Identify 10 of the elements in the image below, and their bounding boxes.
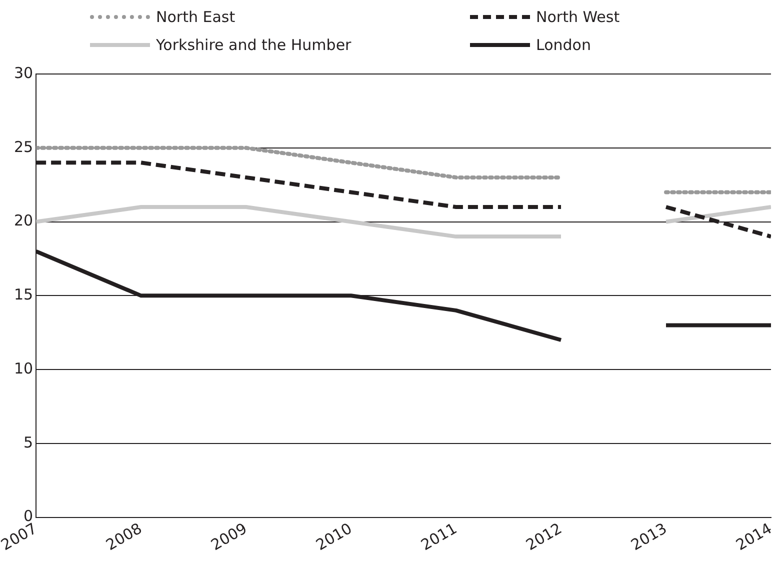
legend-label: North West bbox=[536, 8, 620, 26]
legend-label: North East bbox=[156, 8, 236, 26]
y-tick-label: 15 bbox=[14, 286, 34, 304]
legend-label: London bbox=[536, 36, 591, 54]
y-tick-label: 5 bbox=[24, 433, 34, 452]
y-tick-label: 30 bbox=[14, 64, 34, 82]
y-tick-label: 25 bbox=[14, 138, 34, 156]
y-tick-label: 10 bbox=[14, 359, 34, 378]
y-tick-label: 20 bbox=[14, 212, 34, 230]
legend-label: Yorkshire and the Humber bbox=[156, 36, 352, 54]
